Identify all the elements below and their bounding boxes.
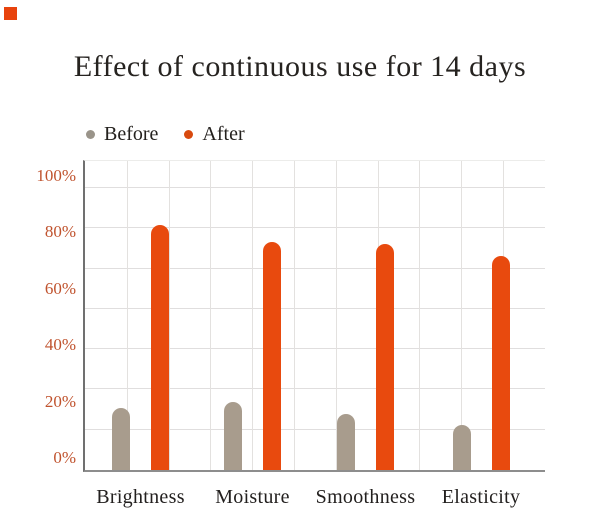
plot-area: 0% 20% 40% 60% 80% 100% Brightness Moisture Smoo… xyxy=(36,160,545,508)
v-gridline xyxy=(335,161,337,470)
v-gridline xyxy=(461,161,463,470)
y-axis-tick-label: 100% xyxy=(36,165,76,185)
h-gridline xyxy=(85,307,545,309)
legend-label-after: After xyxy=(202,122,245,145)
chart-title: Effect of continuous use for 14 days xyxy=(73,50,527,83)
bar-after-elasticity xyxy=(491,255,510,470)
bar-after-smoothness xyxy=(376,244,394,470)
h-gridline xyxy=(85,267,545,269)
category-label: Moisture xyxy=(215,486,290,508)
category-label: Smoothness xyxy=(315,486,416,508)
before-series-dot-icon xyxy=(86,129,95,139)
h-gridline xyxy=(85,348,545,350)
y-axis-tick-label: 20% xyxy=(44,391,76,411)
bar-after-moisture xyxy=(263,241,281,470)
y-axis-tick-label: 60% xyxy=(44,278,76,298)
y-axis-tick-label: 80% xyxy=(44,222,76,242)
bar-before-moisture xyxy=(224,402,242,470)
y-axis-tick-label: 0% xyxy=(53,448,76,467)
v-gridline xyxy=(252,161,254,470)
bar-after-brightness xyxy=(151,224,169,470)
v-gridline xyxy=(294,161,295,470)
category-label: Elasticity xyxy=(441,486,521,508)
h-gridline xyxy=(85,186,545,188)
legend-item-before: Before xyxy=(86,122,158,146)
corner-marker-square xyxy=(4,7,17,20)
legend-item-after: After xyxy=(184,122,245,146)
y-axis-tick-label: 40% xyxy=(44,335,76,355)
v-gridline xyxy=(419,161,421,470)
v-gridline xyxy=(126,161,128,470)
h-gridline xyxy=(85,388,545,390)
h-gridline xyxy=(85,428,545,430)
category-label: Brightness xyxy=(96,486,185,508)
bar-before-brightness xyxy=(112,407,130,470)
legend-label-before: Before xyxy=(104,122,159,145)
bar-before-smoothness xyxy=(337,413,355,470)
h-gridline xyxy=(85,227,545,229)
legend: Before After xyxy=(86,122,245,146)
v-gridline xyxy=(210,161,212,470)
v-gridline xyxy=(168,161,170,470)
bar-before-elasticity xyxy=(452,424,471,470)
after-series-dot-icon xyxy=(184,129,194,139)
